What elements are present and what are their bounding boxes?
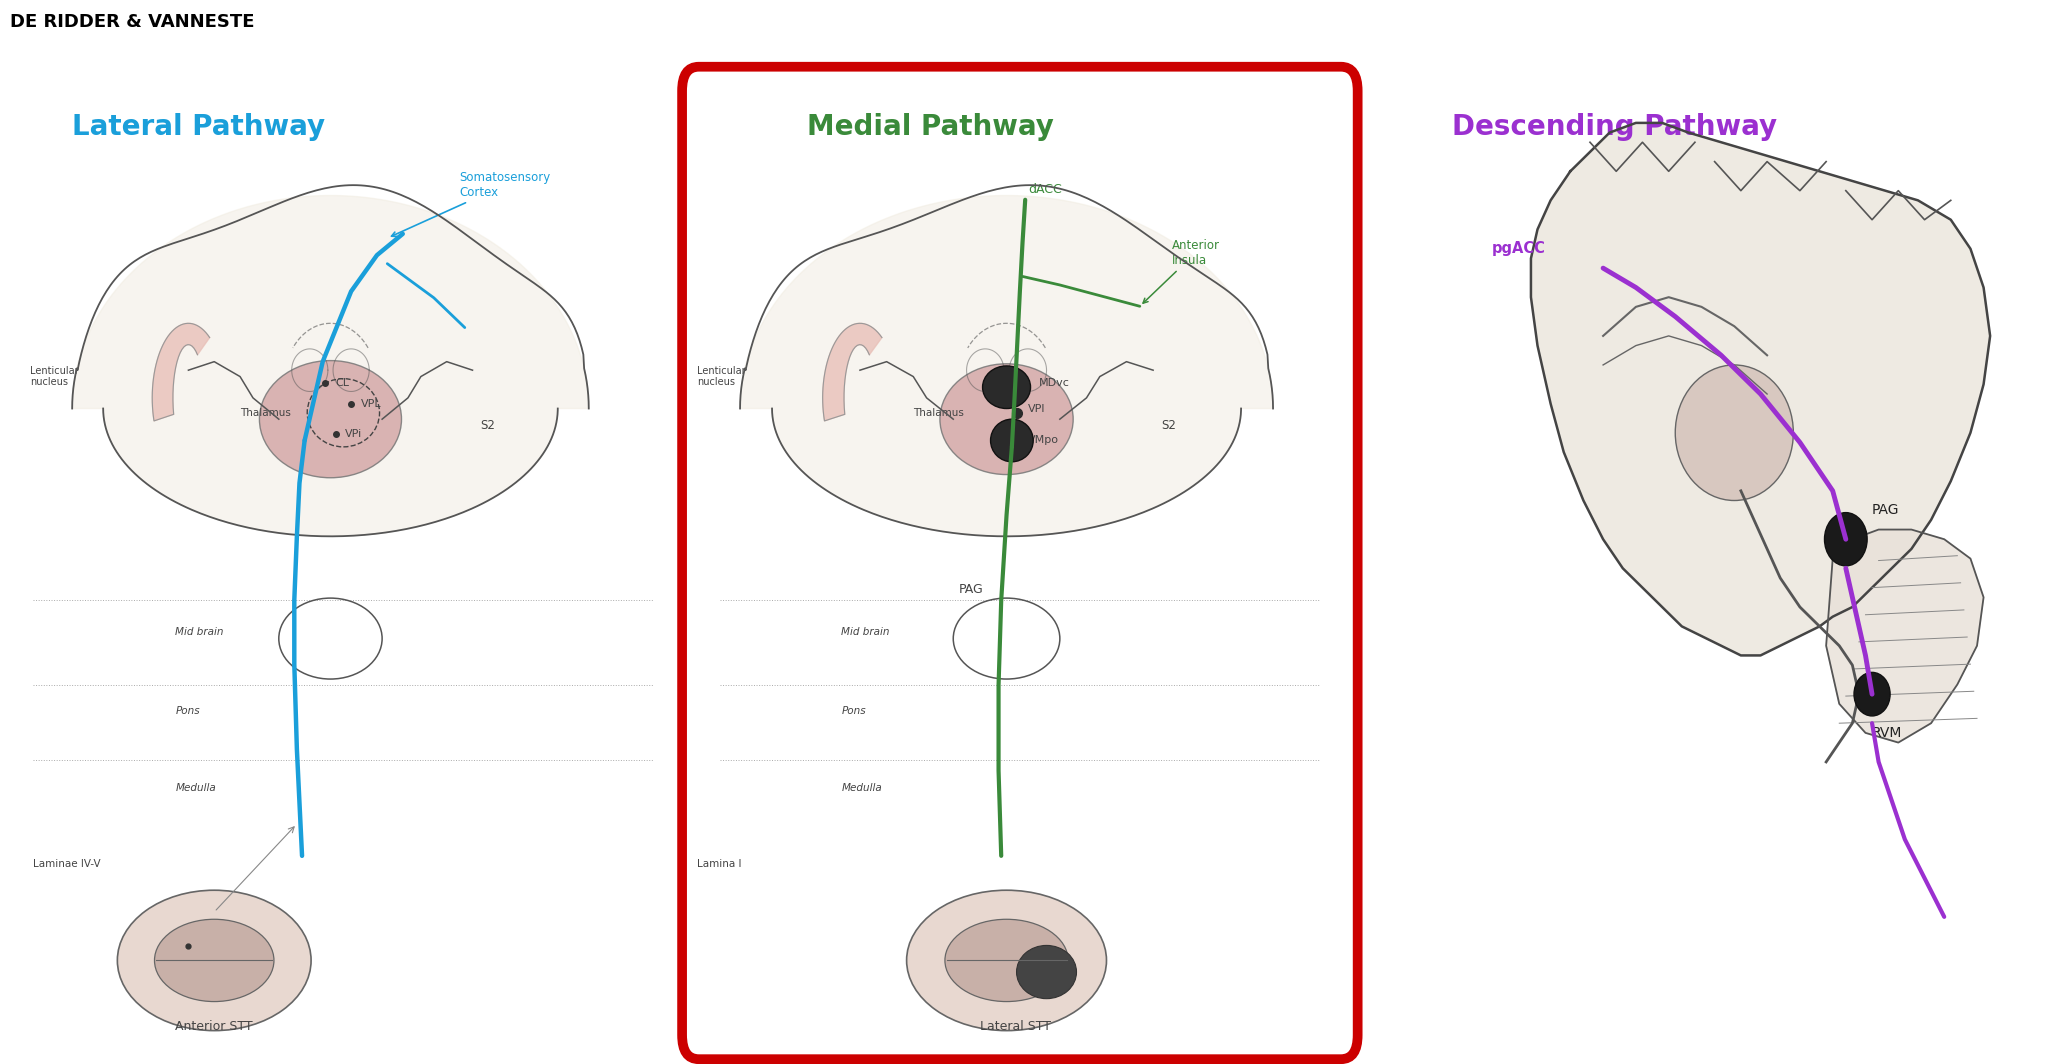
Polygon shape bbox=[740, 196, 1273, 536]
Text: Medulla: Medulla bbox=[176, 783, 215, 793]
Text: Lateral STT: Lateral STT bbox=[980, 1020, 1052, 1033]
Text: Lenticular
nucleus: Lenticular nucleus bbox=[31, 366, 78, 387]
Text: Thalamus: Thalamus bbox=[914, 408, 964, 418]
Text: VPL: VPL bbox=[361, 399, 381, 410]
Text: PAG: PAG bbox=[1872, 503, 1900, 517]
Ellipse shape bbox=[1853, 672, 1890, 716]
Text: PAG: PAG bbox=[959, 583, 984, 596]
Text: Anterior STT: Anterior STT bbox=[176, 1020, 252, 1033]
Ellipse shape bbox=[154, 919, 275, 1001]
Text: pgACC: pgACC bbox=[1492, 242, 1546, 256]
Text: Mid brain: Mid brain bbox=[840, 627, 890, 637]
Text: MDvc: MDvc bbox=[1039, 378, 1070, 388]
Ellipse shape bbox=[945, 919, 1068, 1001]
Text: S2: S2 bbox=[1160, 419, 1177, 432]
Text: VMpo: VMpo bbox=[1027, 435, 1060, 446]
Text: dACC: dACC bbox=[1027, 183, 1062, 196]
Polygon shape bbox=[72, 196, 588, 536]
Text: CL: CL bbox=[334, 378, 349, 388]
Text: Medulla: Medulla bbox=[840, 783, 882, 793]
Text: Lateral Pathway: Lateral Pathway bbox=[72, 113, 326, 142]
Text: Thalamus: Thalamus bbox=[240, 408, 291, 418]
Text: Somatosensory
Cortex: Somatosensory Cortex bbox=[392, 171, 551, 236]
Text: Mid brain: Mid brain bbox=[176, 627, 223, 637]
Text: Pons: Pons bbox=[840, 706, 865, 716]
Text: Laminae IV-V: Laminae IV-V bbox=[33, 859, 100, 868]
Text: Anterior
Insula: Anterior Insula bbox=[1144, 238, 1220, 303]
Text: VPi: VPi bbox=[344, 429, 363, 439]
Ellipse shape bbox=[982, 366, 1031, 409]
Ellipse shape bbox=[939, 364, 1074, 475]
Ellipse shape bbox=[1017, 946, 1076, 999]
Text: RVM: RVM bbox=[1872, 726, 1902, 739]
Text: Lamina I: Lamina I bbox=[697, 859, 742, 868]
Ellipse shape bbox=[906, 891, 1107, 1031]
Ellipse shape bbox=[117, 891, 312, 1031]
Polygon shape bbox=[152, 323, 209, 421]
Ellipse shape bbox=[1675, 365, 1794, 500]
Text: VPl: VPl bbox=[1027, 403, 1046, 414]
Ellipse shape bbox=[990, 419, 1033, 462]
Polygon shape bbox=[1531, 123, 1991, 655]
Text: Pons: Pons bbox=[176, 706, 201, 716]
Text: Descending Pathway: Descending Pathway bbox=[1451, 113, 1777, 142]
Text: S2: S2 bbox=[480, 419, 496, 432]
Polygon shape bbox=[1827, 530, 1984, 743]
Text: Medial Pathway: Medial Pathway bbox=[806, 113, 1054, 142]
Ellipse shape bbox=[1824, 513, 1868, 566]
Ellipse shape bbox=[260, 361, 402, 478]
Polygon shape bbox=[822, 323, 882, 421]
Text: Lenticular
nucleus: Lenticular nucleus bbox=[697, 366, 746, 387]
Text: DE RIDDER & VANNESTE: DE RIDDER & VANNESTE bbox=[10, 13, 254, 31]
